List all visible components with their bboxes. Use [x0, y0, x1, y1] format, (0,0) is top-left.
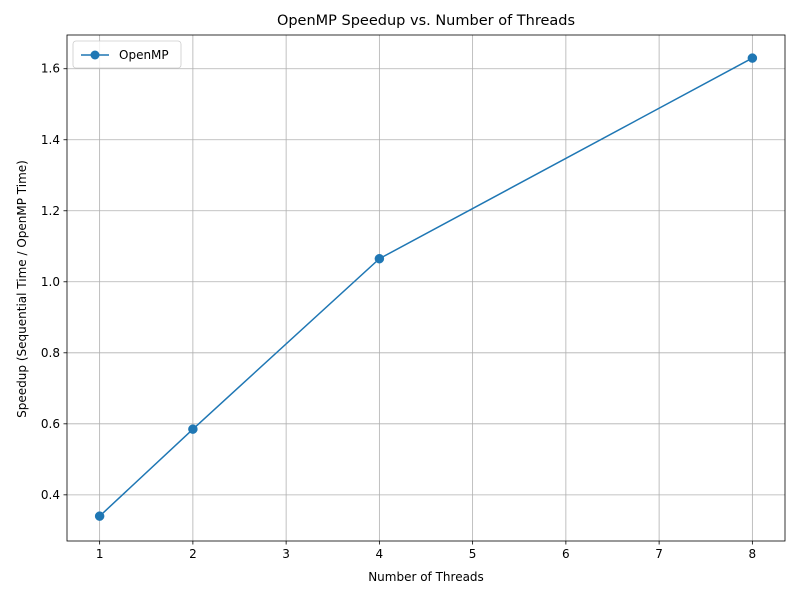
- grid-lines: [67, 35, 785, 541]
- axes: 1 2 3 4 5 6 7 8 0.4 0.6 0.8 1.0 1.2 1.4 1.6: [41, 34, 786, 561]
- x-tick-label: 8: [749, 547, 757, 561]
- legend: OpenMP: [72, 40, 182, 69]
- x-tick-label: 1: [96, 547, 104, 561]
- data-point: [188, 424, 198, 434]
- x-axis-label: Number of Threads: [368, 570, 484, 584]
- y-tick-label: 0.8: [41, 346, 60, 360]
- y-tick-label: 0.4: [41, 488, 60, 502]
- y-tick-label: 0.6: [41, 417, 60, 431]
- x-tick-label: 3: [282, 547, 290, 561]
- series-layer: [94, 53, 758, 521]
- y-tick-label: 1.4: [41, 133, 60, 147]
- x-tick-label: 4: [376, 547, 384, 561]
- data-point: [374, 253, 385, 264]
- y-tick-label: 1.6: [41, 62, 60, 76]
- x-tick-label: 2: [189, 547, 197, 561]
- data-point: [94, 511, 105, 521]
- chart-title: OpenMP Speedup vs. Number of Threads: [277, 13, 575, 29]
- legend-marker-swatch: [90, 50, 100, 60]
- y-axis-label: Speedup (Sequential Time / OpenMP Time): [15, 160, 29, 418]
- y-tick-label: 1.2: [41, 204, 60, 218]
- x-tick-label: 7: [655, 547, 663, 561]
- series-line-openmp: [99, 57, 753, 517]
- plot-frame: [66, 34, 786, 542]
- legend-label: OpenMP: [119, 48, 169, 62]
- x-tick-label: 6: [562, 547, 570, 561]
- x-tick-label: 5: [469, 547, 477, 561]
- legend-box: [72, 40, 182, 69]
- y-tick-label: 1.0: [41, 275, 60, 289]
- data-point: [747, 53, 758, 63]
